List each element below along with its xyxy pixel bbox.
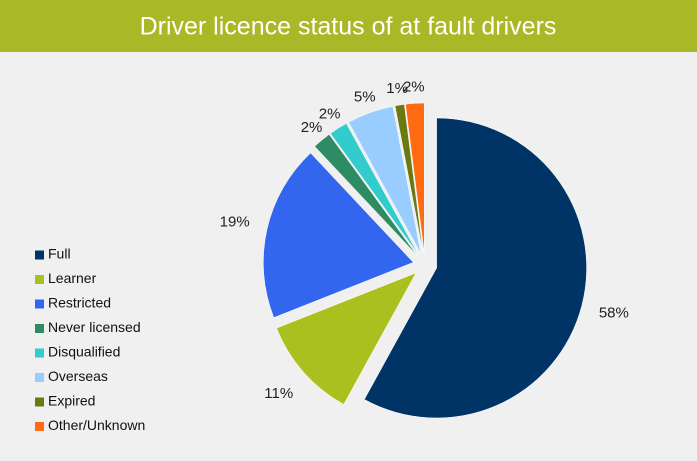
- header-band: [0, 0, 697, 52]
- data-label: 58%: [599, 304, 629, 321]
- legend-swatch: [35, 397, 44, 407]
- legend-label: Learner: [48, 270, 97, 286]
- legend-swatch: [35, 250, 44, 260]
- pie-slice: [263, 152, 414, 318]
- legend-swatch: [35, 275, 44, 284]
- legend-label: Disqualified: [48, 344, 120, 360]
- legend-label: Expired: [48, 393, 95, 409]
- legend-label: Full: [48, 246, 71, 262]
- legend-swatch: [35, 299, 44, 309]
- pie-slice: [405, 102, 425, 254]
- pie-slice: [276, 272, 417, 405]
- data-label: 11%: [264, 385, 293, 402]
- data-label: 1%: [386, 80, 408, 97]
- chart-title: Driver licence status of at fault driver…: [140, 13, 557, 41]
- legend-swatch: [35, 324, 44, 333]
- data-label: 2%: [301, 119, 323, 136]
- legend-label: Other/Unknown: [48, 417, 145, 433]
- legend-label: Restricted: [48, 295, 111, 311]
- data-label: 2%: [319, 106, 341, 123]
- legend-label: Never licensed: [48, 319, 141, 335]
- pie-slice: [394, 104, 424, 254]
- pie-slice: [364, 117, 587, 419]
- data-label: 19%: [220, 213, 250, 230]
- legend-swatch: [35, 348, 44, 358]
- data-label: 5%: [354, 88, 376, 105]
- legend-swatch: [35, 422, 44, 431]
- pie-slice: [348, 106, 422, 254]
- pie-slice: [314, 134, 418, 256]
- legend-label: Overseas: [48, 368, 108, 384]
- data-label: 2%: [403, 78, 425, 95]
- pie-slice: [330, 123, 419, 256]
- legend-swatch: [35, 373, 44, 382]
